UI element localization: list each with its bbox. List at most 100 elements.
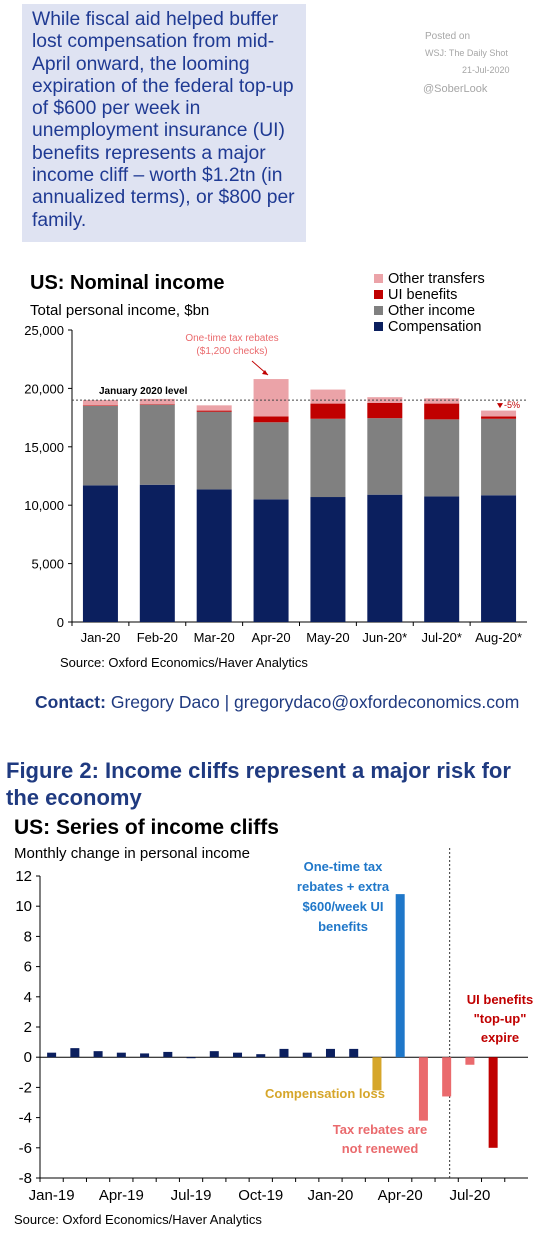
chart2-bar	[442, 1057, 452, 1097]
figure2-title: Figure 2: Income cliffs represent a majo…	[6, 758, 511, 810]
chart2-annotation-rebates: benefits	[318, 919, 368, 934]
chart1-reference-label: January 2020 level	[99, 386, 188, 397]
chart2-bar	[70, 1048, 80, 1058]
chart1-bar-compensation	[310, 497, 346, 622]
chart2-ytick-label: -6	[19, 1140, 32, 1157]
chart1-legend-swatch	[374, 322, 383, 331]
chart2-annotation-rebates: $600/week UI	[303, 899, 384, 914]
chart2-xtick-label: Jul-19	[171, 1187, 212, 1204]
chart1-bar-other-income	[82, 405, 118, 486]
chart2-ytick-label: 8	[24, 928, 32, 945]
contact-line: Contact: Gregory Daco | gregorydaco@oxfo…	[35, 692, 519, 713]
summary-text: While fiscal aid helped buffer lost comp…	[32, 9, 295, 231]
chart2-bar	[233, 1052, 243, 1058]
chart1-subtitle: Total personal income, $bn	[30, 302, 209, 319]
chart1-bar-ui-benefits	[310, 403, 346, 419]
chart1-annotation-decline-arrow	[497, 403, 503, 409]
chart1-bar-other-transfers	[196, 405, 232, 411]
chart2-bar	[488, 1057, 498, 1148]
chart1-bar-compensation	[253, 499, 289, 622]
chart1-bar-compensation	[481, 495, 517, 622]
chart1-bar-other-income	[481, 418, 517, 496]
chart1-bar-ui-benefits	[481, 416, 517, 419]
chart2-ytick-label: -2	[19, 1079, 32, 1096]
chart1-bar-other-transfers	[481, 410, 517, 417]
chart1-bar-other-income	[139, 404, 175, 485]
chart1-bar-ui-benefits	[367, 403, 403, 419]
income-cliffs-chart: US: Series of income cliffs Monthly chan…	[14, 816, 533, 1227]
chart2-xtick-label: Jan-19	[29, 1187, 75, 1204]
chart1-xtick-label: May-20	[306, 630, 349, 645]
posted-info: Posted on WSJ: The Daily Shot 21-Jul-202…	[400, 28, 512, 98]
chart1-bar-ui-benefits	[139, 404, 175, 405]
chart1-legend-swatch	[374, 306, 383, 315]
posted-date: 21-Jul-2020	[462, 65, 510, 75]
contact-text: Gregory Daco | gregorydaco@oxfordeconomi…	[110, 692, 520, 712]
chart2-xtick-label: Jan-20	[308, 1187, 354, 1204]
chart2-annotation-ui-expire: "top-up"	[474, 1011, 527, 1026]
chart1-ytick-label: 5,000	[31, 557, 64, 572]
posted-handle: @SoberLook	[423, 83, 488, 95]
chart1-ytick-label: 10,000	[24, 498, 64, 513]
chart1-bar-other-income	[367, 418, 403, 495]
chart2-xtick-label: Oct-19	[238, 1187, 283, 1204]
chart1-axes: 0 5,000 10,000 15,000 20,000 25,000 Jan-20 Feb-…	[24, 323, 527, 645]
chart2-bar	[372, 1057, 382, 1091]
chart2-xtick-label: Apr-19	[99, 1187, 144, 1204]
chart2-title: US: Series of income cliffs	[14, 816, 279, 839]
chart1-bar-other-transfers	[253, 379, 289, 417]
chart1-bar-other-income	[310, 418, 346, 498]
chart2-bar	[418, 1057, 428, 1121]
chart2-annotation-ui-expire: UI benefits	[467, 992, 533, 1007]
chart1-bar-ui-benefits	[196, 410, 232, 412]
chart1-legend-label: Compensation	[388, 319, 482, 335]
chart1-ytick-label: 0	[57, 615, 64, 630]
chart2-bar	[47, 1052, 57, 1058]
chart1-ytick-label: 20,000	[24, 381, 64, 396]
chart2-bar	[465, 1057, 475, 1065]
chart1-bar-other-transfers	[82, 400, 118, 406]
nominal-income-chart: US: Nominal income Total personal income…	[24, 271, 527, 670]
chart1-bar-ui-benefits	[82, 405, 118, 406]
chart2-xtick-label: Jul-20	[449, 1187, 490, 1204]
chart1-bar-compensation	[196, 489, 232, 622]
chart2-bar	[395, 894, 405, 1058]
chart2-ytick-label: 10	[15, 898, 32, 915]
chart1-annotation-rebates: One-time tax rebates	[185, 333, 278, 344]
chart2-bar	[140, 1053, 150, 1058]
chart1-annotation-arrowhead	[262, 370, 268, 375]
chart2-annotation-not-renewed: not renewed	[342, 1141, 419, 1156]
chart2-ytick-label: 6	[24, 959, 32, 976]
chart2-annotation-ui-expire: expire	[481, 1030, 519, 1045]
chart2-ytick-label: 4	[24, 989, 32, 1006]
chart1-legend-swatch	[374, 290, 383, 299]
chart1-bars	[82, 379, 517, 622]
chart2-annotation-rebates: One-time tax	[304, 859, 384, 874]
chart2-xtick-label: Apr-20	[378, 1187, 423, 1204]
chart1-bar-other-income	[424, 419, 460, 497]
chart2-annotation-not-renewed: Tax rebates are	[333, 1122, 427, 1137]
chart2-bar	[209, 1051, 219, 1058]
chart1-ytick-label: 25,000	[24, 323, 64, 338]
chart1-xtick-label: Apr-20	[252, 630, 291, 645]
chart1-bar-other-income	[196, 411, 232, 490]
chart2-annotations: One-time tax rebates + extra $600/week UI b…	[265, 859, 533, 1156]
chart2-bars	[47, 894, 498, 1148]
chart1-bar-ui-benefits	[424, 403, 460, 420]
chart1-bar-other-transfers	[139, 398, 175, 405]
summary-callout: While fiscal aid helped buffer lost comp…	[22, 4, 306, 242]
chart1-xtick-label: Feb-20	[137, 630, 178, 645]
chart1-legend-label: UI benefits	[388, 287, 457, 303]
chart2-bar	[186, 1057, 196, 1059]
chart1-title: US: Nominal income	[30, 272, 224, 294]
chart2-annotation-rebates: rebates + extra	[297, 879, 390, 894]
chart1-bar-ui-benefits	[253, 416, 289, 423]
chart1-bar-compensation	[139, 484, 175, 622]
chart1-bar-compensation	[367, 494, 403, 622]
chart2-bar	[349, 1048, 359, 1058]
chart2-ytick-label: 12	[15, 868, 32, 885]
chart2-subtitle: Monthly change in personal income	[14, 845, 250, 862]
chart1-annotation-decline: -5%	[504, 400, 520, 410]
chart1-bar-other-transfers	[310, 389, 346, 404]
chart1-ytick-label: 15,000	[24, 440, 64, 455]
